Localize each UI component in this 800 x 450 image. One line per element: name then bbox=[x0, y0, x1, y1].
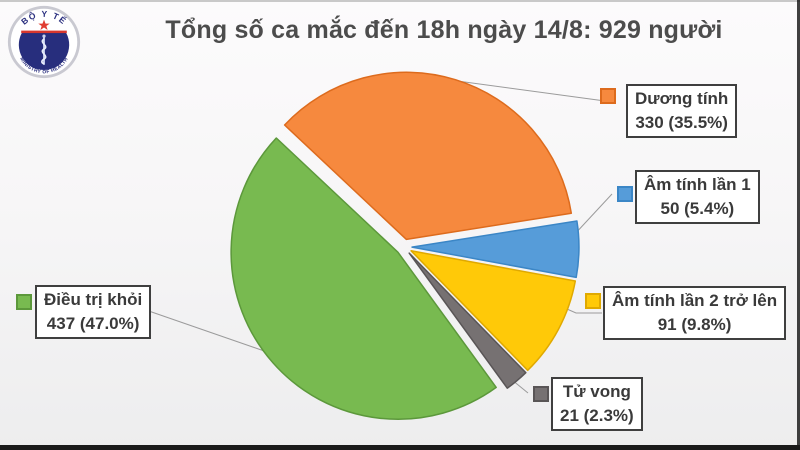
snake-staff-icon bbox=[41, 34, 47, 65]
callout-am-tinh-lan-2: Âm tính lần 2 trở lên 91 (9.8%) bbox=[603, 286, 787, 340]
pie-slices bbox=[230, 71, 580, 420]
callout-tu-vong: Tử vong 21 (2.3%) bbox=[551, 377, 643, 431]
callout-duong-tinh: Dương tính 330 (35.5%) bbox=[626, 84, 738, 138]
moh-logo: BỘ Y TẾ MINISTRY OF HEALTH bbox=[7, 5, 81, 79]
callout-value: 21 (2.3%) bbox=[560, 406, 634, 425]
leader-line bbox=[142, 308, 271, 354]
callout-value: 330 (35.5%) bbox=[635, 113, 728, 132]
legend-swatch-am-tinh-lan-2 bbox=[585, 293, 601, 309]
callout-dieu-tri-khoi: Điều trị khỏi 437 (47.0%) bbox=[35, 285, 152, 339]
callout-value: 437 (47.0%) bbox=[46, 314, 140, 333]
pie-slice bbox=[408, 252, 527, 389]
callout-label: Tử vong bbox=[562, 382, 631, 401]
pie-slice bbox=[410, 250, 577, 372]
callout-label: Điều trị khỏi bbox=[44, 290, 143, 309]
legend-swatch-dieu-tri-khoi bbox=[16, 294, 32, 310]
callout-label: Dương tính bbox=[635, 89, 729, 108]
chart-title: Tổng số ca mắc đến 18h ngày 14/8: 929 ng… bbox=[165, 16, 723, 44]
frame-edge-bottom bbox=[0, 445, 800, 450]
leader-line bbox=[449, 79, 606, 102]
callout-am-tinh-lan-1: Âm tính lần 1 50 (5.4%) bbox=[635, 170, 760, 224]
callout-value: 50 (5.4%) bbox=[660, 199, 735, 218]
pie-slice bbox=[230, 137, 497, 420]
frame-edge-right bbox=[797, 0, 800, 450]
callout-label: Âm tính lần 1 bbox=[644, 175, 751, 194]
pie-slice bbox=[411, 220, 580, 279]
callout-label: Âm tính lần 2 trở lên bbox=[612, 291, 778, 310]
legend-swatch-am-tinh-lan-1 bbox=[617, 186, 633, 202]
legend-swatch-tu-vong bbox=[533, 386, 549, 402]
callout-value: 91 (9.8%) bbox=[657, 315, 732, 334]
pie-slice bbox=[283, 71, 573, 241]
legend-swatch-duong-tinh bbox=[600, 88, 616, 104]
frame-edge-top bbox=[0, 0, 800, 2]
logo-star-icon bbox=[38, 19, 50, 31]
